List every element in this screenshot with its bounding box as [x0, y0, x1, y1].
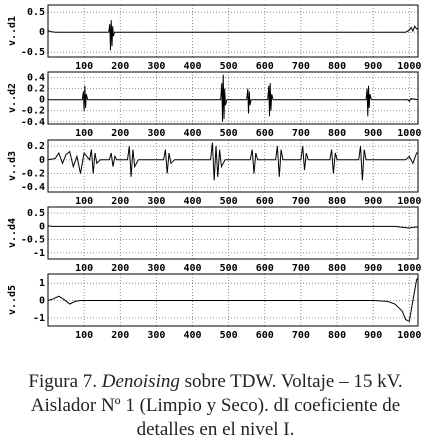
- data-line: [48, 74, 419, 122]
- y-tick-label: -1: [33, 248, 45, 259]
- y-axis-label: v..d2: [7, 83, 18, 113]
- x-tick-label: 900: [364, 263, 382, 274]
- x-tick-label: 1000: [397, 61, 421, 72]
- x-tick-label: 1000: [397, 128, 421, 139]
- x-tick-label: 900: [364, 196, 382, 207]
- x-tick-label: 900: [364, 61, 382, 72]
- data-line: [47, 277, 419, 323]
- y-tick-label: -1: [33, 313, 45, 324]
- x-tick-label: 800: [328, 196, 346, 207]
- y-tick-label: -0.2: [21, 169, 45, 180]
- plot-frame: [47, 4, 419, 58]
- y-tick-label: 0: [39, 296, 45, 307]
- x-tick-label: 300: [147, 61, 165, 72]
- y-tick-label: -0.4: [21, 182, 45, 193]
- data-line: [47, 20, 419, 51]
- x-tick-label: 300: [147, 196, 165, 207]
- x-tick-label: 100: [75, 330, 93, 341]
- x-tick-label: 100: [75, 196, 93, 207]
- x-tick-label: 400: [184, 128, 202, 139]
- x-tick-label: 900: [364, 128, 382, 139]
- y-tick-label: 0.2: [27, 141, 45, 152]
- x-tick-label: 500: [220, 263, 238, 274]
- x-tick-label: 500: [220, 128, 238, 139]
- y-tick-label: 0.5: [27, 7, 45, 18]
- x-tick-label: 100: [75, 61, 93, 72]
- x-tick-label: 400: [184, 330, 202, 341]
- x-tick-label: 300: [147, 330, 165, 341]
- data-line: [47, 225, 419, 229]
- x-tick-label: 800: [328, 61, 346, 72]
- x-tick-label: 700: [292, 263, 310, 274]
- x-tick-label: 500: [220, 196, 238, 207]
- x-tick-label: 300: [147, 128, 165, 139]
- x-tick-label: 1000: [397, 330, 421, 341]
- x-tick-label: 1000: [397, 263, 421, 274]
- y-tick-label: 1: [39, 278, 45, 289]
- x-tick-label: 700: [292, 128, 310, 139]
- x-tick-label: 200: [111, 61, 129, 72]
- y-tick-label: 0: [39, 27, 45, 38]
- y-axis-label: v..d4: [7, 218, 18, 248]
- x-tick-label: 600: [256, 61, 274, 72]
- x-tick-label: 200: [111, 330, 129, 341]
- x-tick-label: 400: [184, 263, 202, 274]
- x-tick-label: 100: [75, 263, 93, 274]
- x-tick-label: 400: [184, 196, 202, 207]
- y-tick-label: -0.4: [21, 117, 45, 128]
- x-tick-label: 800: [328, 263, 346, 274]
- x-tick-label: 600: [256, 196, 274, 207]
- y-tick-label: -0.5: [21, 47, 45, 58]
- y-tick-label: -0.5: [21, 235, 45, 246]
- y-tick-label: -0.2: [21, 106, 45, 117]
- figure: 100 200 300 400 500 600 700 800 900 10000.50-0.5v…: [7, 4, 421, 341]
- plot-frame: [47, 206, 419, 260]
- x-tick-label: 700: [292, 196, 310, 207]
- y-axis-label: v..d5: [7, 285, 18, 315]
- x-tick-label: 800: [328, 128, 346, 139]
- x-tick-label: 600: [256, 128, 274, 139]
- y-tick-label: 0.4: [27, 73, 45, 84]
- caption-label: Figura 7.: [28, 371, 97, 392]
- caption-emphasis: Denoising: [101, 371, 180, 392]
- x-tick-label: 600: [256, 263, 274, 274]
- x-tick-label: 400: [184, 61, 202, 72]
- x-tick-label: 700: [292, 61, 310, 72]
- caption: Figura 7. Denoising sobre TDW. Voltaje –…: [10, 370, 421, 442]
- caption-text: sobre TDW. Voltaje – 15 kV. Aislador Nº …: [30, 371, 403, 440]
- y-tick-label: 0: [39, 221, 45, 232]
- x-tick-label: 800: [328, 330, 346, 341]
- x-tick-label: 500: [220, 61, 238, 72]
- y-tick-label: 0: [39, 95, 45, 106]
- x-tick-label: 200: [111, 128, 129, 139]
- plot-frame: [47, 71, 419, 125]
- x-tick-label: 500: [220, 330, 238, 341]
- y-axis-label: v..d1: [7, 16, 18, 46]
- x-tick-label: 600: [256, 330, 274, 341]
- x-tick-label: 900: [364, 330, 382, 341]
- data-line: [47, 142, 418, 181]
- x-tick-label: 1000: [397, 196, 421, 207]
- x-tick-label: 200: [111, 196, 129, 207]
- y-tick-label: 0: [39, 155, 45, 166]
- x-tick-label: 100: [75, 128, 93, 139]
- x-tick-label: 700: [292, 330, 310, 341]
- y-axis-label: v..d3: [7, 151, 18, 181]
- x-tick-label: 200: [111, 263, 129, 274]
- y-tick-label: 0.5: [27, 208, 45, 219]
- x-tick-label: 300: [147, 263, 165, 274]
- plot-frame: [47, 139, 419, 193]
- y-tick-label: 0.2: [27, 84, 45, 95]
